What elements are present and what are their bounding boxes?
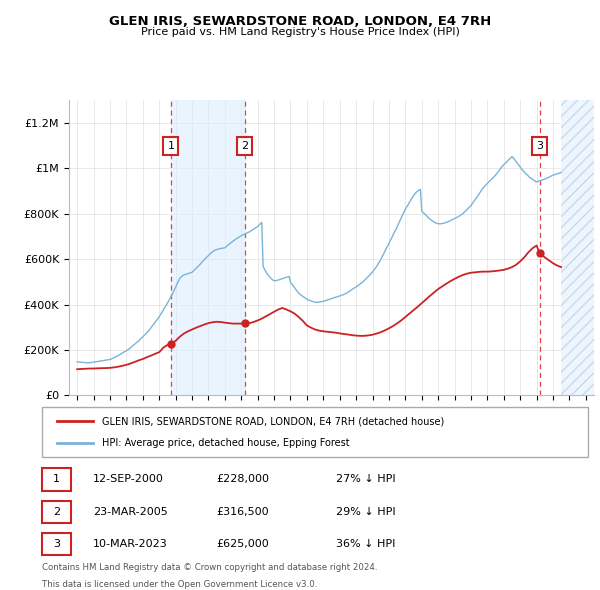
Text: £625,000: £625,000 bbox=[216, 539, 269, 549]
Text: 2: 2 bbox=[53, 507, 60, 517]
Text: 12-SEP-2000: 12-SEP-2000 bbox=[93, 474, 164, 484]
Bar bbox=[561, 100, 594, 395]
Text: 1: 1 bbox=[167, 140, 175, 150]
Bar bbox=[561, 100, 594, 395]
Text: GLEN IRIS, SEWARDSTONE ROAD, LONDON, E4 7RH: GLEN IRIS, SEWARDSTONE ROAD, LONDON, E4 … bbox=[109, 15, 491, 28]
Text: 27% ↓ HPI: 27% ↓ HPI bbox=[336, 474, 395, 484]
Text: 23-MAR-2005: 23-MAR-2005 bbox=[93, 507, 168, 517]
Text: 3: 3 bbox=[536, 140, 543, 150]
Text: 1: 1 bbox=[53, 474, 60, 484]
Text: 29% ↓ HPI: 29% ↓ HPI bbox=[336, 507, 395, 517]
Text: 10-MAR-2023: 10-MAR-2023 bbox=[93, 539, 168, 549]
Text: GLEN IRIS, SEWARDSTONE ROAD, LONDON, E4 7RH (detached house): GLEN IRIS, SEWARDSTONE ROAD, LONDON, E4 … bbox=[102, 416, 444, 426]
Text: Contains HM Land Registry data © Crown copyright and database right 2024.: Contains HM Land Registry data © Crown c… bbox=[42, 563, 377, 572]
Text: £316,500: £316,500 bbox=[216, 507, 269, 517]
Text: 36% ↓ HPI: 36% ↓ HPI bbox=[336, 539, 395, 549]
Text: HPI: Average price, detached house, Epping Forest: HPI: Average price, detached house, Eppi… bbox=[102, 438, 350, 448]
Text: 3: 3 bbox=[53, 539, 60, 549]
Text: £228,000: £228,000 bbox=[216, 474, 269, 484]
Bar bbox=[171, 100, 245, 395]
Text: 2: 2 bbox=[241, 140, 248, 150]
Text: Price paid vs. HM Land Registry's House Price Index (HPI): Price paid vs. HM Land Registry's House … bbox=[140, 27, 460, 37]
Text: This data is licensed under the Open Government Licence v3.0.: This data is licensed under the Open Gov… bbox=[42, 580, 317, 589]
